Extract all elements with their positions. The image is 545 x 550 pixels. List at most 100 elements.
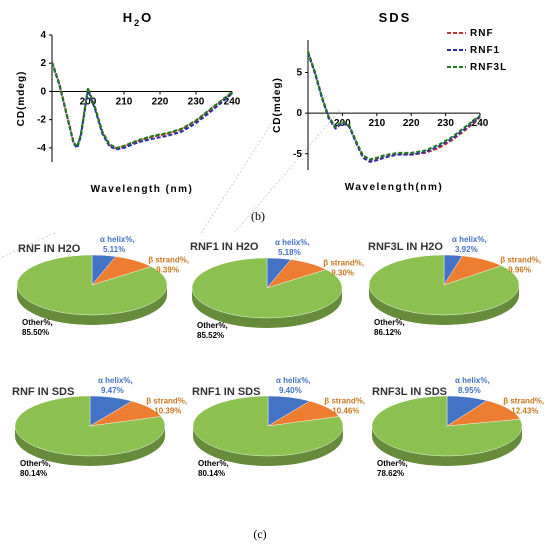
panel-title: H2O — [123, 10, 154, 28]
pie-label-strand: β strand%, — [323, 259, 364, 268]
pie-label-strand: β strand%, — [148, 256, 189, 265]
pie-value-helix: 8.95% — [458, 386, 481, 395]
pie-value-helix: 9.40% — [279, 386, 302, 395]
pie-label-other: Other%, — [377, 459, 408, 468]
pie-label-helix: α helix%, — [98, 376, 133, 385]
pie-chart-3: RNF3L IN H2O α helix%,3.92% β strand%,9.96… — [368, 235, 541, 337]
pie-label-helix: α helix%, — [455, 376, 490, 385]
pie-side-wall — [369, 285, 519, 325]
series-line-rnf — [307, 51, 481, 162]
pie-value-strand: 10.39% — [154, 407, 181, 416]
x-tick-label: 200 — [80, 96, 97, 107]
cd-panel-h2o: H2O 200 210 220 230 240 4 2 0 -2 -4 CD(mdeg) Wavelen… — [16, 10, 241, 195]
pie-side-wall — [15, 426, 165, 466]
y-tick-label: 2 — [40, 58, 46, 69]
pie-label-helix: α helix%, — [100, 235, 135, 244]
x-tick-label: 240 — [224, 96, 241, 107]
pie-title: RNF3L IN H2O — [368, 241, 443, 253]
pie-chart-4: RNF IN SDS α helix%,9.47% β strand%,10.39%… — [12, 376, 187, 478]
caption-b: (b) — [251, 209, 265, 223]
series-line-rnf3l — [307, 51, 481, 161]
pie-side-wall — [193, 426, 343, 466]
pie-label-helix: α helix%, — [276, 376, 311, 385]
pie-slice-other — [191, 257, 343, 319]
pie-value-strand: 10.46% — [332, 407, 359, 416]
pie-slice-other — [16, 254, 168, 316]
y-axis-label: CD(mdeg) — [272, 77, 283, 133]
pie-value-strand: 9.39% — [156, 266, 179, 275]
pie-value-strand: 12.43% — [511, 407, 538, 416]
pie-value-helix: 5.18% — [278, 248, 301, 257]
legend: RNF RNF1 RNF3L — [447, 28, 507, 73]
pie-value-other: 85.50% — [22, 328, 49, 337]
pie-slice-other — [371, 395, 523, 457]
pie-chart-5: RNF1 IN SDS α helix%,9.40% β strand%,10.46… — [192, 376, 365, 478]
pie-label-strand: β strand%, — [146, 397, 187, 406]
pie-value-helix: 9.47% — [101, 386, 124, 395]
pie-label-helix: α helix%, — [275, 238, 310, 247]
legend-label-rnf: RNF — [470, 28, 494, 39]
pie-chart-6: RNF3L IN SDS α helix%,8.95% β strand%,12.4… — [371, 376, 544, 478]
pie-value-other: 78.62% — [377, 469, 404, 478]
series-line-rnf1 — [307, 52, 481, 163]
x-tick-label: 220 — [403, 118, 420, 129]
y-tick-label: 5 — [296, 68, 302, 79]
legend-label-rnf1: RNF1 — [470, 45, 500, 56]
x-tick-label: 230 — [437, 118, 454, 129]
y-tick-label: 4 — [40, 30, 46, 41]
pie-value-other: 86.12% — [374, 328, 401, 337]
x-tick-label: 220 — [152, 96, 169, 107]
pie-value-strand: 9.96% — [508, 266, 531, 275]
pie-slice-other — [14, 395, 166, 457]
y-tick-label: -5 — [293, 149, 302, 160]
pie-value-other: 80.14% — [20, 469, 47, 478]
x-tick-label: 230 — [188, 96, 205, 107]
pie-value-helix: 3.92% — [455, 245, 478, 254]
pie-label-other: Other%, — [22, 318, 53, 327]
pie-title: RNF3L IN SDS — [372, 386, 447, 398]
y-tick-label: 0 — [40, 86, 46, 97]
pie-label-strand: β strand%, — [500, 256, 541, 265]
y-tick-label: -2 — [37, 115, 46, 126]
pie-title: RNF IN SDS — [12, 386, 74, 398]
y-axis-label: CD(mdeg) — [16, 71, 27, 127]
pie-chart-2: RNF1 IN H2O α helix%,5.18% β strand%,9.30%… — [190, 238, 364, 340]
pie-title: RNF1 IN SDS — [192, 386, 260, 398]
x-tick-label: 210 — [368, 118, 385, 129]
pie-label-other: Other%, — [198, 459, 229, 468]
pie-title: RNF IN H2O — [18, 243, 81, 255]
legend-label-rnf3l: RNF3L — [470, 62, 507, 73]
pie-value-strand: 9.30% — [331, 269, 354, 278]
pie-label-strand: β strand%, — [503, 397, 544, 406]
zoom-guide-lines — [0, 109, 341, 259]
pie-value-helix: 5.11% — [103, 245, 125, 254]
series-line-rnf3l — [51, 62, 233, 149]
y-tick-label: -4 — [37, 143, 46, 154]
pie-side-wall — [17, 285, 167, 325]
cd-spectra-panels: H2O 200 210 220 230 240 4 2 0 -2 -4 CD(mdeg) Wavelen… — [16, 10, 507, 195]
x-axis-label: Wavelength (nm) — [91, 184, 194, 195]
pie-chart-1: RNF IN H2O α helix%,5.11% β strand%,9.39% O… — [16, 235, 189, 337]
pie-title: RNF1 IN H2O — [190, 241, 259, 253]
x-tick-label: 240 — [472, 118, 489, 129]
x-axis-label: Wavelength(nm) — [345, 182, 443, 193]
pie-label-strand: β strand%, — [324, 397, 365, 406]
caption-c: (c) — [253, 527, 266, 541]
pie-value-other: 80.14% — [198, 469, 225, 478]
pie-label-other: Other%, — [197, 321, 228, 330]
panel-title: SDS — [379, 10, 412, 25]
pie-slice-strand — [446, 400, 521, 427]
pie-side-wall — [372, 426, 522, 466]
pie-slice-other — [192, 395, 344, 457]
x-tick-label: 210 — [116, 96, 133, 107]
pie-label-helix: α helix%, — [452, 235, 487, 244]
pie-slice-other — [368, 254, 520, 316]
pie-value-other: 85.52% — [197, 331, 224, 340]
pie-side-wall — [192, 288, 342, 328]
pie-label-other: Other%, — [20, 459, 51, 468]
pie-label-other: Other%, — [374, 318, 405, 327]
